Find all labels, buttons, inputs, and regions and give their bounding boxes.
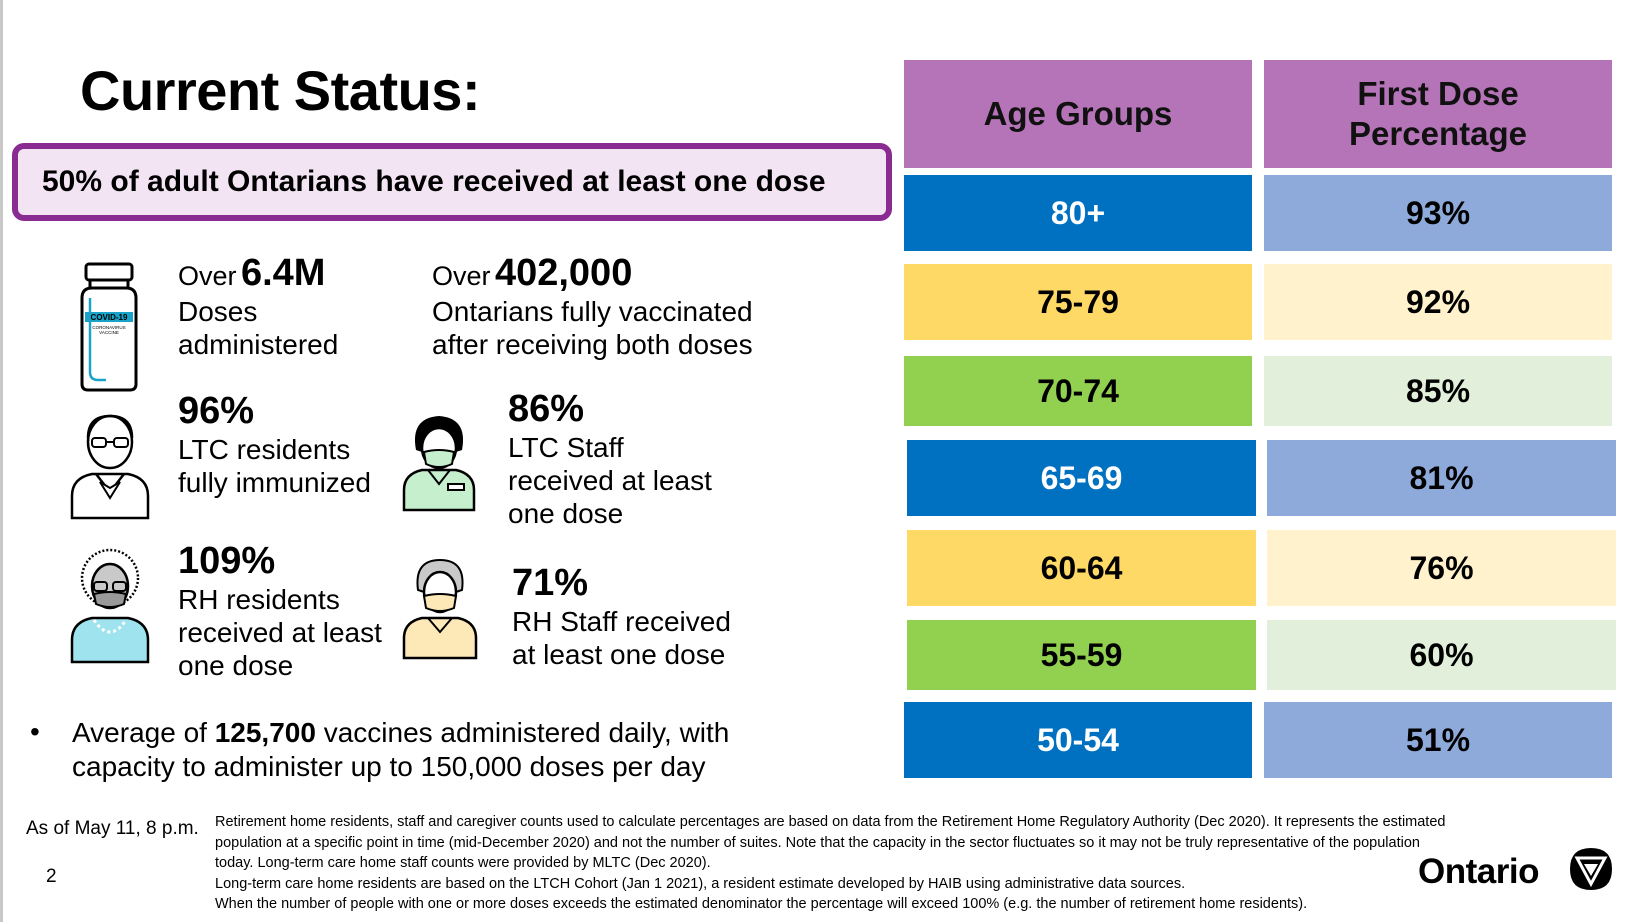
stat-ltc-staff-line3: one dose [508, 498, 624, 529]
table-header-age: Age Groups [904, 60, 1252, 168]
stat-fully-line2: after receiving both doses [432, 329, 753, 360]
stat-ltc-res-line2: fully immunized [178, 467, 371, 498]
ltc-resident-icon [68, 408, 152, 525]
callout-banner: 50% of adult Ontarians have received at … [12, 143, 892, 221]
stat-fully-prefix: Over [432, 261, 491, 291]
stat-ltc-staff-line2: received at least [508, 465, 712, 496]
stat-rh-staff-line2: at least one dose [512, 639, 726, 670]
table-row-pct: 51% [1264, 702, 1612, 778]
stat-rh-staff-value: 71% [512, 562, 589, 604]
stat-ltc-res-value: 96% [178, 390, 255, 432]
as-of-date: As of May 11, 8 p.m. [26, 818, 199, 839]
footnote-line: Retirement home residents, staff and car… [215, 814, 1446, 830]
footnote-line: When the number of people with one or mo… [215, 896, 1308, 912]
stat-fully-value: 402,000 [494, 252, 633, 294]
slide-edge [0, 0, 3, 922]
stat-rh-res-value: 109% [178, 540, 276, 582]
stat-doses-line2: administered [178, 329, 339, 360]
stat-rh-staff-line1: RH Staff received [512, 606, 731, 637]
stat-doses: Over 6.4M Doses administered [178, 252, 338, 361]
table-row-age: 80+ [904, 175, 1252, 251]
rh-resident-icon [68, 548, 152, 669]
bullet-pre: Average of [72, 717, 215, 748]
footnote-line: population at a specific point in time (… [215, 834, 1420, 851]
stat-rh-res-line2: received at least [178, 617, 382, 648]
vial-sub-2: VACCINE [99, 330, 119, 335]
stat-ltc-staff-value: 86% [508, 388, 585, 430]
table-row-pct: 92% [1264, 264, 1612, 340]
table-row-age: 75-79 [904, 264, 1252, 340]
table-row-pct: 60% [1267, 620, 1616, 690]
bullet-post: vaccines administered daily, with [315, 717, 730, 748]
bullet-bold: 125,700 [214, 717, 316, 748]
rh-staff-icon [400, 556, 480, 665]
bullet-marker: • [30, 716, 40, 747]
table-row-age: 60-64 [907, 530, 1256, 606]
table-row-age: 70-74 [904, 356, 1252, 426]
stat-ltc-residents: 96% LTC residents fully immunized [178, 390, 371, 499]
bullet-text: Average of 125,700 vaccines administered… [72, 716, 832, 784]
table-row-age: 55-59 [907, 620, 1256, 690]
table-row-pct: 76% [1267, 530, 1616, 606]
ltc-staff-icon [400, 412, 478, 517]
stat-rh-res-line3: one dose [178, 650, 294, 681]
ontario-wordmark: Ontario [1418, 852, 1539, 891]
vial-label: COVID-19 [91, 313, 128, 322]
stat-ltc-staff: 86% LTC Staff received at least one dose [508, 388, 712, 530]
table-row-age: 65-69 [907, 440, 1256, 516]
stat-ltc-res-line1: LTC residents [178, 434, 351, 465]
stat-doses-value: 6.4M [240, 252, 326, 294]
stat-fully-vaccinated: Over 402,000 Ontarians fully vaccinated … [432, 252, 753, 361]
vaccine-vial-icon: COVID-19 CORONAVIRUS VACCINE [76, 262, 142, 397]
stat-rh-staff: 71% RH Staff received at least one dose [512, 562, 731, 671]
vial-sub-1: CORONAVIRUS [92, 325, 125, 330]
table-row-pct: 93% [1264, 175, 1612, 251]
callout-text: 50% of adult Ontarians have received at … [42, 165, 826, 198]
footnotes: Retirement home residents, staff and car… [215, 812, 1565, 915]
stat-rh-res-line1: RH residents [178, 584, 340, 615]
ontario-trillium-icon [1568, 846, 1614, 892]
bullet-line2: capacity to administer up to 150,000 dos… [72, 751, 706, 782]
page-number: 2 [46, 866, 57, 887]
stat-rh-residents: 109% RH residents received at least one … [178, 540, 382, 682]
footnote-line: today. Long-term care home staff counts … [215, 855, 711, 871]
page-title: Current Status: [80, 59, 481, 122]
stat-doses-prefix: Over [178, 261, 237, 291]
stat-doses-line1: Doses [178, 296, 258, 327]
table-row-age: 50-54 [904, 702, 1252, 778]
table-row-pct: 81% [1267, 440, 1616, 516]
stat-ltc-staff-line1: LTC Staff [508, 432, 624, 463]
stat-fully-line1: Ontarians fully vaccinated [432, 296, 753, 327]
table-row-pct: 85% [1264, 356, 1612, 426]
table-header-percentage: First Dose Percentage [1264, 60, 1612, 168]
footnote-line: Long-term care home residents are based … [215, 875, 1186, 892]
